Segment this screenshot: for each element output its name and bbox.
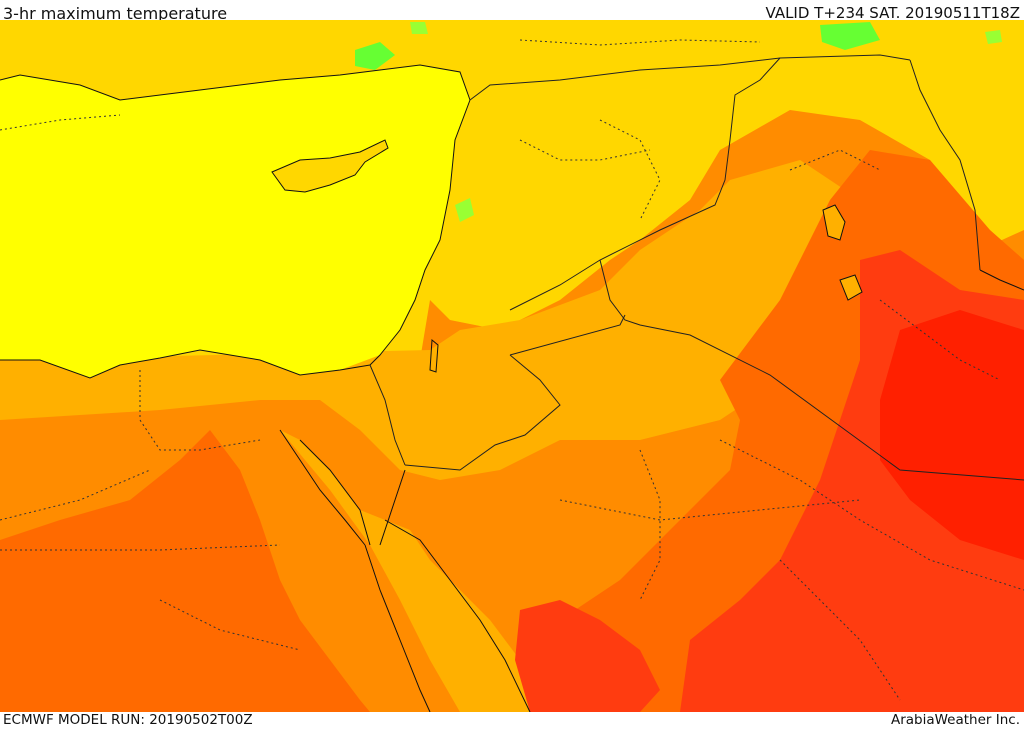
- zone-red-southwest: [515, 600, 660, 712]
- zone-red-hot: [880, 310, 1024, 560]
- jordan-saudi-south: [404, 354, 561, 471]
- turkey-syria-border: [469, 54, 911, 101]
- cool-patch-5: [985, 30, 1002, 44]
- cool-patch-2: [820, 22, 880, 50]
- cool-patch-4: [455, 198, 474, 222]
- cool-patch-1: [355, 42, 395, 70]
- temperature-map[interactable]: [0, 20, 1024, 712]
- model-run-label: ECMWF MODEL RUN: 20190502T00Z: [3, 712, 253, 728]
- cyprus-island: [271, 139, 389, 193]
- admin-boundaries: [0, 39, 1024, 701]
- turkey-south-coast: [0, 64, 471, 101]
- gulf-of-suez-west: [279, 429, 366, 546]
- iraq-iran-border: [909, 59, 981, 271]
- gulf-of-suez-east: [299, 439, 371, 546]
- header-bar: 3-hr maximum temperature VALID T+234 SAT…: [0, 0, 1024, 23]
- coastlines: [0, 64, 1024, 712]
- red-sea-west: [364, 544, 431, 712]
- jordan-iraq-saudi-border: [599, 259, 1024, 481]
- map-canvas: [0, 20, 1024, 712]
- country-borders: [369, 54, 1024, 481]
- lake-tharthar: [822, 204, 846, 241]
- mediterranean-sea: [0, 65, 470, 378]
- zone-orange-light-1: [0, 160, 880, 480]
- dead-sea: [429, 338, 439, 373]
- syria-iraq-border: [509, 57, 781, 311]
- egypt-israel-border: [369, 364, 406, 466]
- cool-patch-3: [410, 22, 428, 34]
- red-sea-east: [384, 519, 531, 712]
- levant-coast: [369, 99, 471, 366]
- credit-label: ArabiaWeather Inc.: [890, 712, 1020, 728]
- footer-bar: ECMWF MODEL RUN: 20190502T00Z ArabiaWeat…: [0, 712, 1024, 729]
- jordan-saudi-border: [509, 314, 626, 356]
- map-title: 3-hr maximum temperature: [3, 4, 228, 23]
- persian-gulf-coast: [979, 269, 1024, 291]
- lake-razzaza: [839, 274, 863, 301]
- valid-time: VALID T+234 SAT. 20190511T18Z: [765, 4, 1020, 22]
- zone-orange-dark-west: [0, 430, 370, 712]
- gulf-of-aqaba: [379, 469, 406, 546]
- egypt-north-coast: [0, 349, 371, 379]
- zone-red-sea: [280, 430, 540, 712]
